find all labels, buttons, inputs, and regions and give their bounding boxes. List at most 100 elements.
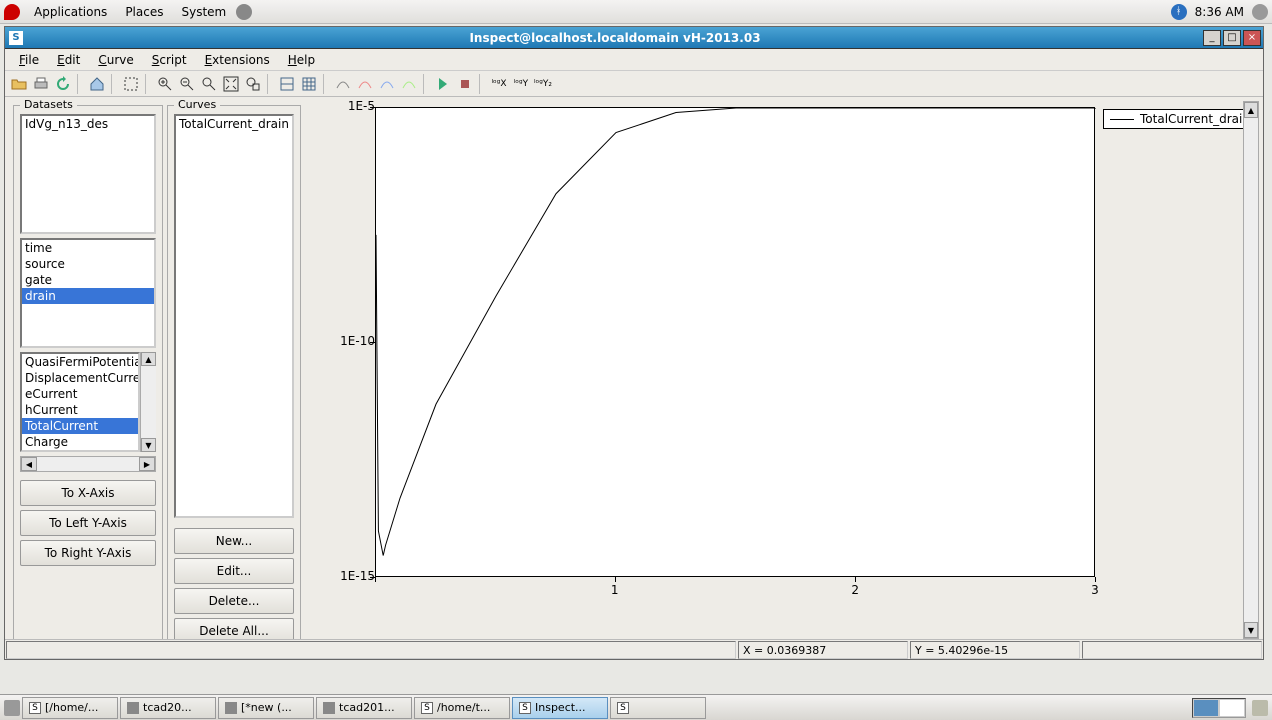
list-item[interactable]: TotalCurrent_drain — [176, 116, 292, 132]
list-item[interactable]: time — [22, 240, 154, 256]
to-x-axis-button[interactable]: To X-Axis — [20, 480, 156, 506]
open-icon[interactable] — [9, 74, 29, 94]
y-tick-label: 1E-5 — [325, 99, 375, 113]
list-item[interactable]: IdVg_n13_des — [22, 116, 154, 132]
new--button[interactable]: New... — [174, 528, 294, 554]
play-icon[interactable] — [433, 74, 453, 94]
minimize-button[interactable]: _ — [1203, 30, 1221, 46]
log-x-icon[interactable]: ˡᵒᵍX — [489, 74, 509, 94]
places-menu[interactable]: Places — [117, 5, 171, 19]
menu-cript[interactable]: Script — [144, 52, 195, 68]
menubar: FileEditCurveScriptExtensionsHelp — [5, 49, 1263, 71]
zoom-out-icon[interactable] — [177, 74, 197, 94]
status-x: X = 0.0369387 — [738, 641, 908, 659]
taskbar-item[interactable]: S — [610, 697, 706, 719]
maximize-button[interactable]: □ — [1223, 30, 1241, 46]
curve-style2-icon[interactable] — [355, 74, 375, 94]
trash-icon[interactable] — [1252, 700, 1268, 716]
list-item[interactable]: eCurrent — [22, 386, 138, 402]
plot-canvas[interactable]: TotalCurrent_drain 1E-51E-101E-15123 — [319, 101, 1243, 639]
curves-panel: Curves TotalCurrent_drain New...Edit...D… — [167, 105, 301, 651]
status-extra — [1082, 641, 1262, 659]
distro-icon — [4, 4, 20, 20]
inspect-window: S Inspect@localhost.localdomain vH-2013.… — [4, 26, 1264, 660]
plot-vscrollbar[interactable]: ▲▼ — [1243, 101, 1259, 639]
x-tick-label: 2 — [851, 583, 859, 597]
zoom-fit-icon[interactable] — [221, 74, 241, 94]
window-title: Inspect@localhost.localdomain vH-2013.03 — [27, 31, 1203, 45]
log-y2-icon[interactable]: ˡᵒᵍY₂ — [533, 74, 553, 94]
app-icon: S — [9, 31, 23, 45]
volume-icon[interactable] — [1252, 4, 1268, 20]
list-item[interactable]: QuasiFermiPotential — [22, 354, 138, 370]
menu-elp[interactable]: Help — [280, 52, 323, 68]
menu-ile[interactable]: File — [11, 52, 47, 68]
x-tick-label: 1 — [611, 583, 619, 597]
menu-xtensions[interactable]: Extensions — [197, 52, 278, 68]
curves-label: Curves — [174, 98, 220, 111]
delete--button[interactable]: Delete... — [174, 588, 294, 614]
list-item[interactable]: DisplacementCurren — [22, 370, 138, 386]
system-menu[interactable]: System — [173, 5, 234, 19]
nodes-list[interactable]: timesourcegatedrain — [20, 238, 156, 348]
variables-hscrollbar[interactable]: ◀▶ — [20, 456, 156, 472]
variables-list[interactable]: QuasiFermiPotentialDisplacementCurreneCu… — [20, 352, 140, 452]
grid-toggle-icon[interactable] — [277, 74, 297, 94]
close-button[interactable]: × — [1243, 30, 1261, 46]
zoom-reset-icon[interactable] — [199, 74, 219, 94]
toolbar: ˡᵒᵍX ˡᵒᵍY ˡᵒᵍY₂ — [5, 71, 1263, 97]
list-item[interactable]: drain — [22, 288, 154, 304]
zoom-in-icon[interactable] — [155, 74, 175, 94]
stop-icon[interactable] — [455, 74, 475, 94]
y-tick-label: 1E-10 — [325, 334, 375, 348]
datasets-list[interactable]: IdVg_n13_des — [20, 114, 156, 234]
taskbar-item[interactable]: S[/home/... — [22, 697, 118, 719]
list-item[interactable]: hCurrent — [22, 402, 138, 418]
titlebar[interactable]: S Inspect@localhost.localdomain vH-2013.… — [5, 27, 1263, 49]
show-desktop-icon[interactable] — [4, 700, 20, 716]
menu-urve[interactable]: Curve — [90, 52, 141, 68]
list-item[interactable]: source — [22, 256, 154, 272]
print-icon[interactable] — [31, 74, 51, 94]
select-rect-icon[interactable] — [121, 74, 141, 94]
curve-style4-icon[interactable] — [399, 74, 419, 94]
clock[interactable]: 8:36 AM — [1195, 5, 1244, 19]
variables-scrollbar[interactable]: ▲▼ — [140, 352, 156, 452]
workspace-switcher[interactable] — [1192, 698, 1246, 718]
taskbar-item[interactable]: S/home/t... — [414, 697, 510, 719]
statusbar: X = 0.0369387 Y = 5.40296e-15 — [5, 639, 1263, 659]
curves-list[interactable]: TotalCurrent_drain — [174, 114, 294, 518]
list-item[interactable]: Charge — [22, 434, 138, 450]
grid-fine-icon[interactable] — [299, 74, 319, 94]
status-y: Y = 5.40296e-15 — [910, 641, 1080, 659]
x-tick-label: 3 — [1091, 583, 1099, 597]
plot-legend: TotalCurrent_drain — [1103, 109, 1257, 129]
list-item[interactable]: TotalCurrent — [22, 418, 138, 434]
edit--button[interactable]: Edit... — [174, 558, 294, 584]
list-item[interactable]: gate — [22, 272, 154, 288]
taskbar-item[interactable]: tcad201... — [316, 697, 412, 719]
bluetooth-icon[interactable]: ᚼ — [1171, 4, 1187, 20]
taskbar-item[interactable]: tcad20... — [120, 697, 216, 719]
taskbar-item[interactable]: [*new (... — [218, 697, 314, 719]
plot-area: TotalCurrent_drain 1E-51E-101E-15123 ▲▼ … — [309, 101, 1259, 655]
applications-menu[interactable]: Applications — [26, 5, 115, 19]
browser-launcher-icon[interactable] — [236, 4, 252, 20]
y-tick-label: 1E-15 — [325, 569, 375, 583]
menu-dit[interactable]: Edit — [49, 52, 88, 68]
legend-label: TotalCurrent_drain — [1140, 112, 1250, 126]
curve-style1-icon[interactable] — [333, 74, 353, 94]
home-icon[interactable] — [87, 74, 107, 94]
to-right-y-axis-button[interactable]: To Right Y-Axis — [20, 540, 156, 566]
reload-icon[interactable] — [53, 74, 73, 94]
status-message — [6, 641, 736, 659]
gnome-top-panel: Applications Places System ᚼ 8:36 AM — [0, 0, 1272, 24]
zoom-window-icon[interactable] — [243, 74, 263, 94]
curve-style3-icon[interactable] — [377, 74, 397, 94]
taskbar-item[interactable]: SInspect... — [512, 697, 608, 719]
to-left-y-axis-button[interactable]: To Left Y-Axis — [20, 510, 156, 536]
log-y-icon[interactable]: ˡᵒᵍY — [511, 74, 531, 94]
datasets-panel: Datasets IdVg_n13_des timesourcegatedrai… — [13, 105, 163, 651]
datasets-label: Datasets — [20, 98, 77, 111]
gnome-bottom-panel: S[/home/...tcad20...[*new (...tcad201...… — [0, 694, 1272, 720]
